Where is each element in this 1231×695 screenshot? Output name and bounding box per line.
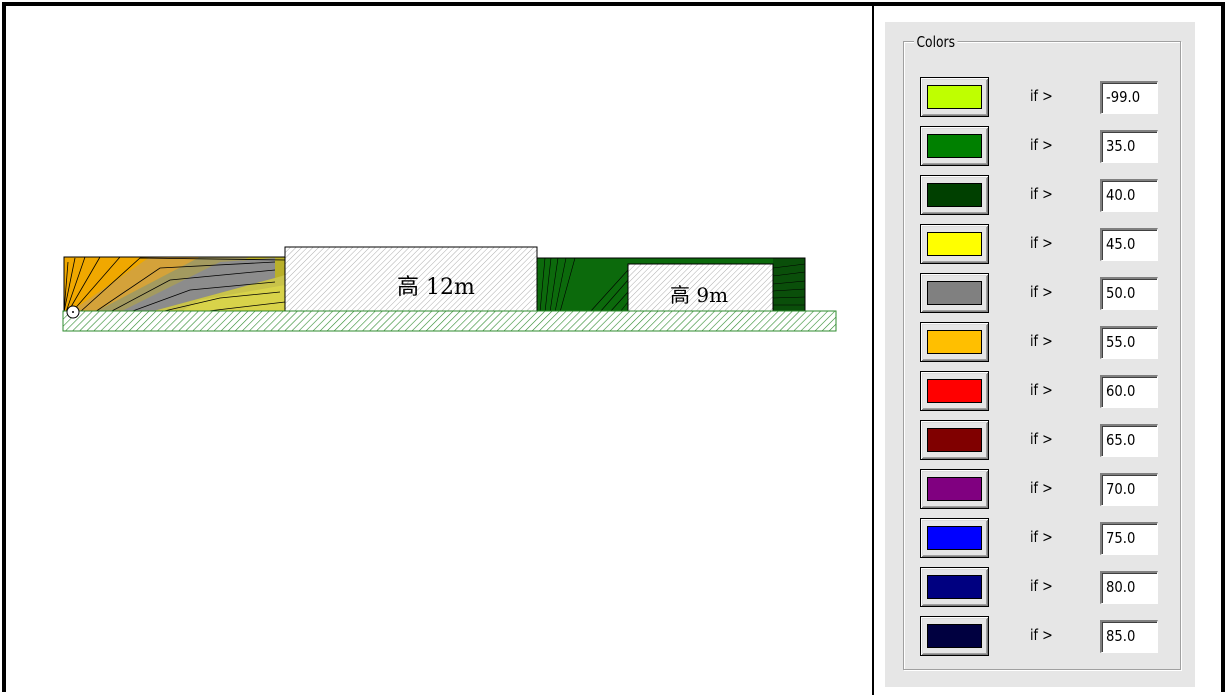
color-swatch bbox=[927, 379, 982, 403]
threshold-input[interactable]: 85.0 bbox=[1100, 620, 1158, 653]
color-row: if > 50.0 bbox=[885, 273, 1195, 317]
threshold-value: 45.0 bbox=[1106, 235, 1136, 253]
colors-group-box bbox=[903, 41, 1181, 670]
threshold-input[interactable]: 80.0 bbox=[1100, 571, 1158, 604]
panel-divider bbox=[872, 2, 874, 695]
threshold-input[interactable]: 70.0 bbox=[1100, 473, 1158, 506]
color-row: if > 80.0 bbox=[885, 567, 1195, 611]
threshold-value: 70.0 bbox=[1106, 480, 1136, 498]
condition-label: if > bbox=[1030, 234, 1053, 252]
color-swatch bbox=[927, 526, 982, 550]
condition-label: if > bbox=[1030, 381, 1053, 399]
condition-label: if > bbox=[1030, 479, 1053, 497]
color-swatch bbox=[927, 624, 982, 648]
color-row: if > 85.0 bbox=[885, 616, 1195, 660]
color-swatch-button[interactable] bbox=[920, 77, 989, 117]
threshold-input[interactable]: 65.0 bbox=[1100, 424, 1158, 457]
building-tall-label: 高 12m bbox=[397, 275, 475, 300]
color-swatch-button[interactable] bbox=[920, 420, 989, 460]
threshold-value: 80.0 bbox=[1106, 578, 1136, 596]
color-swatch bbox=[927, 183, 982, 207]
threshold-input[interactable]: 50.0 bbox=[1100, 277, 1158, 310]
color-swatch-button[interactable] bbox=[920, 469, 989, 509]
color-swatch bbox=[927, 428, 982, 452]
color-row: if > 60.0 bbox=[885, 371, 1195, 415]
color-row: if > 35.0 bbox=[885, 126, 1195, 170]
colors-panel: Colors if > -99.0 if > 35.0 if > 40.0 if > 45.0… bbox=[885, 22, 1195, 687]
color-row: if > 55.0 bbox=[885, 322, 1195, 366]
condition-label: if > bbox=[1030, 577, 1053, 595]
threshold-value: 40.0 bbox=[1106, 186, 1136, 204]
threshold-input[interactable]: 35.0 bbox=[1100, 130, 1158, 163]
color-row: if > 75.0 bbox=[885, 518, 1195, 562]
building-short-label: 高 9m bbox=[670, 283, 728, 307]
threshold-value: 60.0 bbox=[1106, 382, 1136, 400]
condition-label: if > bbox=[1030, 185, 1053, 203]
color-swatch-button[interactable] bbox=[920, 126, 989, 166]
color-row: if > 45.0 bbox=[885, 224, 1195, 268]
color-row: if > 65.0 bbox=[885, 420, 1195, 464]
color-swatch bbox=[927, 477, 982, 501]
color-swatch bbox=[927, 330, 982, 354]
condition-label: if > bbox=[1030, 283, 1053, 301]
threshold-value: 65.0 bbox=[1106, 431, 1136, 449]
contour-field-left bbox=[63, 256, 286, 313]
threshold-input[interactable]: 45.0 bbox=[1100, 228, 1158, 261]
color-swatch bbox=[927, 281, 982, 305]
condition-label: if > bbox=[1030, 332, 1053, 350]
threshold-input[interactable]: 55.0 bbox=[1100, 326, 1158, 359]
color-swatch bbox=[927, 134, 982, 158]
threshold-value: 75.0 bbox=[1106, 529, 1136, 547]
threshold-value: 55.0 bbox=[1106, 333, 1136, 351]
source-point-dot bbox=[72, 311, 74, 313]
condition-label: if > bbox=[1030, 528, 1053, 546]
color-swatch-button[interactable] bbox=[920, 518, 989, 558]
threshold-value: -99.0 bbox=[1106, 88, 1141, 106]
color-swatch-button[interactable] bbox=[920, 273, 989, 313]
color-row: if > 40.0 bbox=[885, 175, 1195, 219]
condition-label: if > bbox=[1030, 626, 1053, 644]
color-row: if > 70.0 bbox=[885, 469, 1195, 513]
color-swatch-button[interactable] bbox=[920, 175, 989, 215]
threshold-input[interactable]: 40.0 bbox=[1100, 179, 1158, 212]
building-tall[interactable]: 高 12m bbox=[284, 246, 538, 313]
threshold-value: 35.0 bbox=[1106, 137, 1136, 155]
color-swatch-button[interactable] bbox=[920, 224, 989, 264]
threshold-input[interactable]: 60.0 bbox=[1100, 375, 1158, 408]
threshold-input[interactable]: -99.0 bbox=[1100, 81, 1158, 114]
color-swatch-button[interactable] bbox=[920, 616, 989, 656]
color-swatch-button[interactable] bbox=[920, 322, 989, 362]
colors-group-title: Colors bbox=[914, 33, 958, 51]
color-swatch-button[interactable] bbox=[920, 371, 989, 411]
threshold-input[interactable]: 75.0 bbox=[1100, 522, 1158, 555]
ground-strip bbox=[62, 310, 837, 332]
color-row: if > -99.0 bbox=[885, 77, 1195, 121]
threshold-value: 85.0 bbox=[1106, 627, 1136, 645]
building-short[interactable]: 高 9m bbox=[627, 263, 774, 313]
color-swatch bbox=[927, 575, 982, 599]
color-swatch bbox=[927, 232, 982, 256]
condition-label: if > bbox=[1030, 136, 1053, 154]
noise-map-canvas[interactable]: 高 12m 高 9m bbox=[0, 0, 872, 695]
color-swatch-button[interactable] bbox=[920, 567, 989, 607]
condition-label: if > bbox=[1030, 87, 1053, 105]
color-swatch bbox=[927, 85, 982, 109]
threshold-value: 50.0 bbox=[1106, 284, 1136, 302]
condition-label: if > bbox=[1030, 430, 1053, 448]
